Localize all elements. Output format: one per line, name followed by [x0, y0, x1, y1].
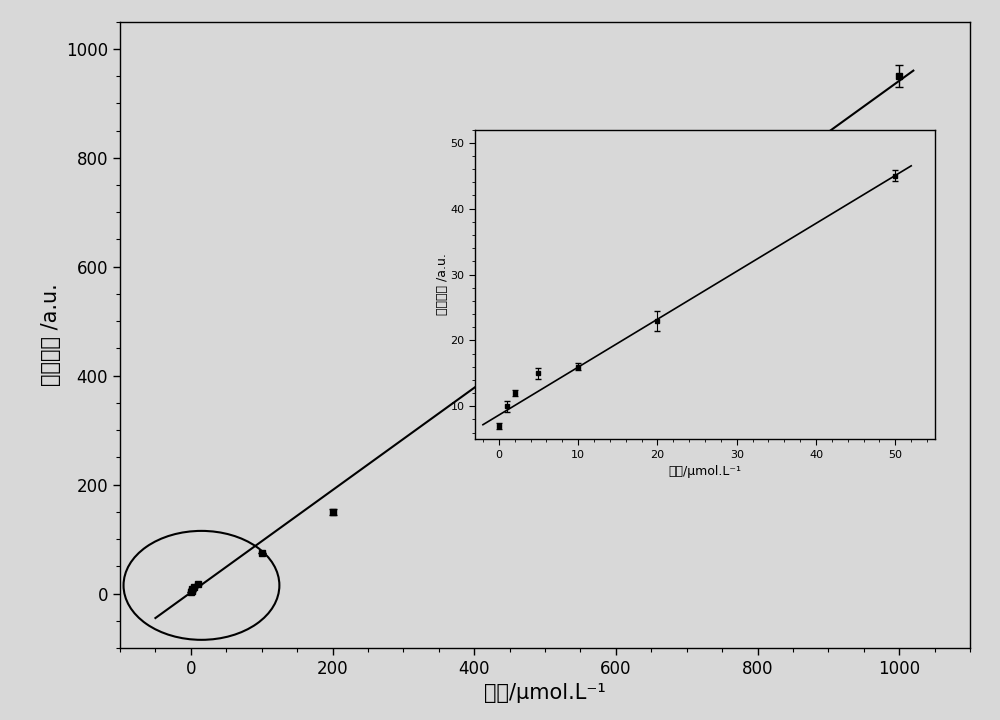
X-axis label: 浓度/μmol.L⁻¹: 浓度/μmol.L⁻¹: [484, 683, 606, 703]
Y-axis label: 发光强度 /a.u.: 发光强度 /a.u.: [41, 284, 61, 386]
Y-axis label: 发光强度 /a.u.: 发光强度 /a.u.: [436, 253, 449, 315]
X-axis label: 浓度/μmol.L⁻¹: 浓度/μmol.L⁻¹: [668, 465, 742, 478]
